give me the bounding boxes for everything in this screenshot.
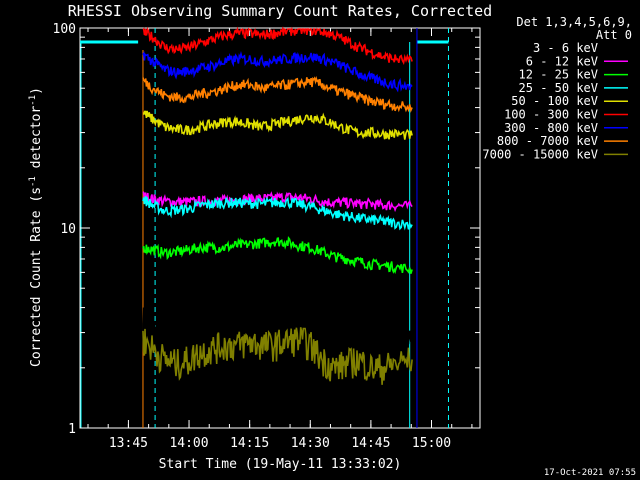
series-line-8	[142, 327, 413, 385]
y-tick-label-0: 1	[68, 422, 76, 437]
chart-title: RHESSI Observing Summary Count Rates, Co…	[68, 2, 492, 20]
series-3-group	[142, 196, 413, 231]
y-axis-label: Corrected Count Rate (s-1 detector-1)	[28, 87, 44, 367]
y-tick-label-2: 100	[53, 22, 76, 37]
legend-label-5: 100 - 300 keV	[504, 108, 598, 122]
series-6-group	[142, 50, 413, 93]
footer-timestamp: 17-Oct-2021 07:55	[544, 468, 636, 478]
series-line-0	[142, 280, 413, 357]
y-tick-label-1: 10	[60, 222, 76, 237]
series-line-4	[142, 110, 413, 140]
plot-area: 13:45 14:00 14:15 14:30 14:45 15:00 1 10 100	[53, 22, 481, 451]
series-7-group	[142, 75, 413, 113]
x-axis-label: Start Time (19-May-11 13:33:02)	[159, 457, 402, 472]
legend-label-7: 800 - 7000 keV	[497, 134, 598, 148]
legend-label-3: 25 - 50 keV	[519, 81, 598, 95]
legend-label-6: 300 - 800 keV	[504, 121, 598, 135]
x-tick-label-4: 14:45	[351, 436, 390, 451]
series-line-3	[142, 196, 413, 231]
legend-label-0: 3 - 6 keV	[533, 41, 598, 55]
x-tick-label-1: 14:00	[169, 436, 208, 451]
series-1-group	[142, 191, 413, 213]
x-tick-label-3: 14:30	[291, 436, 330, 451]
x-tick-label-2: 14:15	[230, 436, 269, 451]
series-line-2	[142, 236, 413, 275]
series-line-6	[142, 50, 413, 93]
series-4-group	[142, 110, 413, 140]
series-8-group	[142, 327, 413, 385]
legend-label-4: 50 - 100 keV	[511, 94, 598, 108]
x-tick-label-0: 13:45	[109, 436, 148, 451]
series-line-7	[142, 75, 413, 113]
legend-header-line-2: Att 0	[596, 28, 632, 42]
series-line-5	[142, 26, 413, 65]
series-2-group	[142, 236, 413, 275]
legend-label-2: 12 - 25 keV	[519, 68, 598, 82]
legend-header-line-1: Det 1,3,4,5,6,9,	[516, 15, 632, 29]
series-line-1	[142, 191, 413, 213]
series-5-group	[142, 26, 413, 65]
legend-label-1: 6 - 12 keV	[526, 54, 598, 68]
series-0-group	[142, 280, 413, 357]
x-tick-label-5: 15:00	[412, 436, 451, 451]
legend-label-8: 7000 - 15000 keV	[482, 147, 598, 161]
